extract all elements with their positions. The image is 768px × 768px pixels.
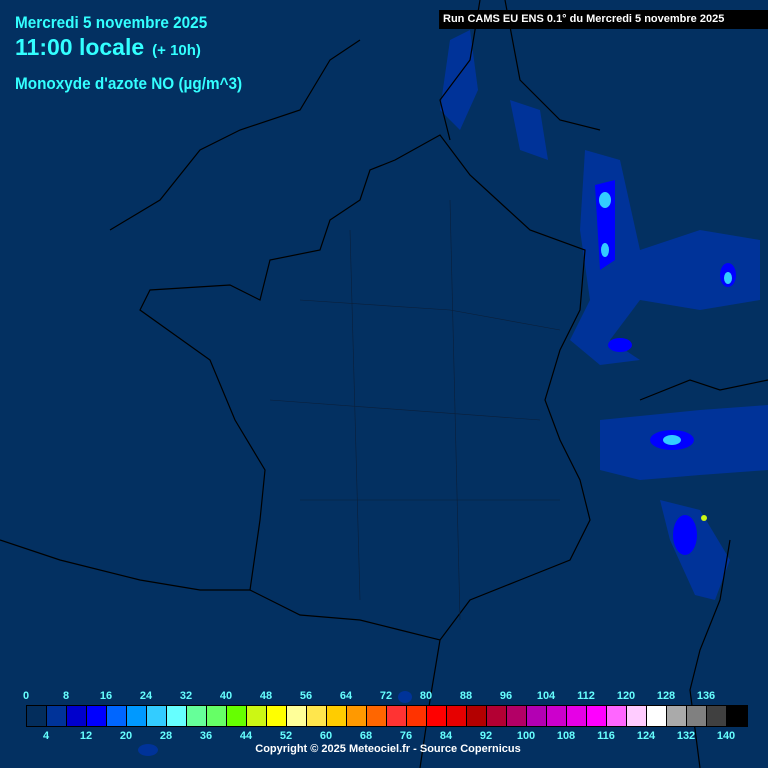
legend-swatch (627, 706, 647, 726)
legend-swatch (147, 706, 167, 726)
legend-label-bottom: 116 (597, 730, 615, 742)
legend-label-bottom: 60 (319, 730, 333, 742)
concentration-areas (138, 30, 768, 756)
legend-label-top: 80 (419, 690, 433, 702)
legend-label-top: 112 (577, 690, 595, 702)
legend-label-top: 96 (499, 690, 513, 702)
legend-label-top: 16 (99, 690, 113, 702)
legend-label-bottom: 52 (279, 730, 293, 742)
copyright: Copyright © 2025 Meteociel.fr - Source C… (255, 743, 521, 755)
legend-label-top: 40 (219, 690, 233, 702)
legend-label-bottom: 12 (79, 730, 93, 742)
legend-label-bottom: 100 (516, 730, 536, 742)
legend-swatch (67, 706, 87, 726)
legend-swatch (687, 706, 707, 726)
legend-label-bottom: 36 (199, 730, 213, 742)
legend-swatch (347, 706, 367, 726)
legend-label-top: 0 (22, 690, 30, 702)
legend-swatch (567, 706, 587, 726)
legend-label-top: 8 (62, 690, 70, 702)
legend-swatch (247, 706, 267, 726)
legend-label-bottom: 124 (636, 730, 656, 742)
legend-label-bottom: 68 (359, 730, 373, 742)
legend-swatch (407, 706, 427, 726)
legend-label-top: 48 (259, 690, 273, 702)
legend-swatch (727, 706, 747, 726)
legend-label-bottom: 92 (479, 730, 493, 742)
legend-swatch (647, 706, 667, 726)
legend-swatch (607, 706, 627, 726)
legend-label-top: 24 (139, 690, 153, 702)
legend-label-top: 104 (536, 690, 556, 702)
legend-swatch (587, 706, 607, 726)
legend-swatch (267, 706, 287, 726)
legend-swatch (467, 706, 487, 726)
legend-label-top: 120 (616, 690, 636, 702)
legend-label-bottom: 4 (42, 730, 50, 742)
legend-swatch (707, 706, 727, 726)
legend-label-top: 64 (339, 690, 353, 702)
legend-swatch (227, 706, 247, 726)
legend-label-bottom: 140 (716, 730, 736, 742)
legend-swatch (127, 706, 147, 726)
parameter-title: Monoxyde d'azote NO (µg/m^3) (15, 74, 243, 93)
legend-swatch (87, 706, 107, 726)
legend-swatch (327, 706, 347, 726)
legend-swatch (487, 706, 507, 726)
legend-swatch (667, 706, 687, 726)
legend-swatch (207, 706, 227, 726)
forecast-time: 11:00 locale (+ 10h) (15, 34, 201, 61)
legend-label-bottom: 44 (239, 730, 253, 742)
legend-label-top: 32 (179, 690, 193, 702)
legend-label-bottom: 132 (676, 730, 696, 742)
time-offset: (+ 10h) (152, 42, 201, 59)
legend-swatch (427, 706, 447, 726)
legend-swatch (547, 706, 567, 726)
legend-swatch (527, 706, 547, 726)
legend-swatch (47, 706, 67, 726)
legend-label-top: 88 (459, 690, 473, 702)
legend-label-top: 136 (696, 690, 716, 702)
legend-swatch (447, 706, 467, 726)
run-info: Run CAMS EU ENS 0.1° du Mercredi 5 novem… (439, 10, 768, 29)
legend-label-bottom: 76 (399, 730, 413, 742)
legend-label-bottom: 28 (159, 730, 173, 742)
legend-swatch (27, 706, 47, 726)
legend-label-bottom: 84 (439, 730, 453, 742)
legend-swatch (107, 706, 127, 726)
legend-swatch (387, 706, 407, 726)
legend-label-top: 128 (656, 690, 676, 702)
legend-label-top: 56 (299, 690, 313, 702)
legend-label-top: 72 (379, 690, 393, 702)
legend-swatch (367, 706, 387, 726)
time-label: 11:00 locale (15, 34, 145, 60)
legend-swatch (307, 706, 327, 726)
legend-swatch (507, 706, 527, 726)
legend-swatch (287, 706, 307, 726)
legend-label-bottom: 20 (119, 730, 133, 742)
color-scale-legend (26, 705, 748, 727)
legend-swatch (167, 706, 187, 726)
legend-label-bottom: 108 (556, 730, 576, 742)
forecast-date: Mercredi 5 novembre 2025 (15, 13, 208, 32)
legend-swatch (187, 706, 207, 726)
